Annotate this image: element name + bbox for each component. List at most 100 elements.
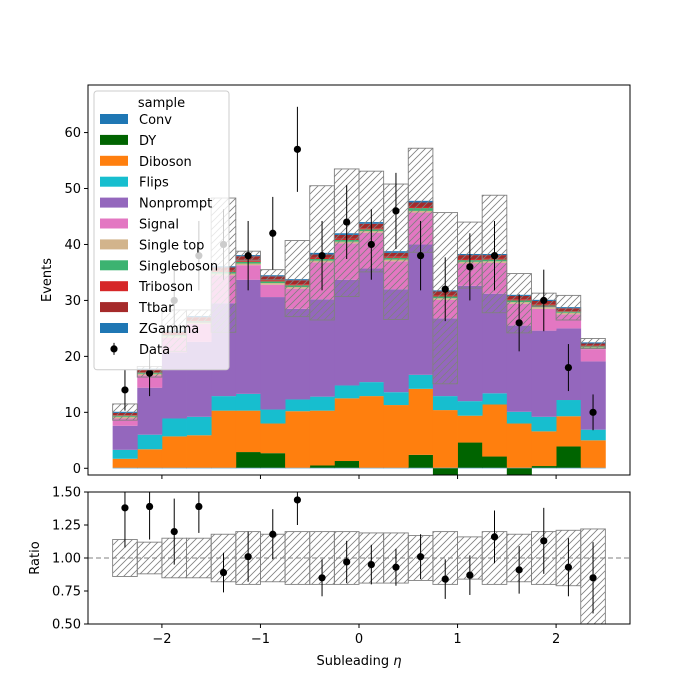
y-axis-label: Events (40, 258, 55, 302)
ratio-y-tick-label-3: 1.25 (52, 519, 81, 534)
ratio-point-17 (540, 537, 548, 545)
ratio-point-12 (416, 553, 425, 561)
legend-label-single-top: Single top (139, 238, 204, 253)
bar-conv-7 (285, 467, 311, 469)
bar-diboson-13 (432, 410, 458, 468)
bar-conv-12 (408, 467, 434, 469)
ratio-uncertainty-band (112, 528, 606, 624)
bar-diboson-6 (260, 423, 286, 454)
legend-label-conv: Conv (139, 113, 172, 128)
bar-dy-9 (334, 461, 360, 468)
bar-dy-18 (556, 446, 582, 468)
x-axis-label-symbol: η (393, 654, 401, 669)
bar-conv-2 (161, 467, 187, 469)
bar-signal-19 (580, 349, 606, 362)
bar-diboson-8 (309, 410, 335, 466)
ratio-y-tick-label-1: 0.75 (52, 585, 81, 600)
bar-nonprompt-6 (260, 297, 286, 410)
bar-nonprompt-9 (334, 279, 360, 386)
bar-nonprompt-7 (285, 308, 311, 400)
bar-flips-9 (334, 385, 360, 399)
bar-flips-12 (408, 374, 434, 389)
data-point-18 (564, 363, 573, 372)
bar-conv-10 (359, 467, 385, 469)
ratio-point-4 (219, 568, 228, 577)
legend-swatch-zgamma (100, 323, 128, 333)
bar-conv-15 (482, 467, 508, 469)
bar-flips-5 (235, 393, 261, 411)
legend-label-flips: Flips (139, 176, 169, 191)
legend-label-triboson: Triboson (138, 280, 193, 295)
bar-flips-6 (260, 409, 286, 424)
data-point-16 (515, 319, 523, 327)
ratio-point-8 (318, 574, 326, 582)
legend-swatch-flips (100, 176, 128, 187)
data-point-15 (490, 252, 499, 260)
bar-diboson-11 (383, 405, 409, 468)
y-tick-label-5: 50 (64, 182, 81, 197)
legend-swatch-conv (100, 114, 128, 124)
bar-conv-18 (556, 467, 582, 469)
bar-flips-4 (211, 396, 237, 411)
ratio-point-1 (145, 502, 154, 511)
bar-flips-0 (112, 449, 138, 459)
bar-conv-4 (211, 467, 237, 469)
ratio-point-9 (343, 558, 351, 566)
band-bin-19 (580, 338, 606, 349)
y-tick-label-2: 20 (64, 350, 81, 365)
series-flips (112, 374, 606, 459)
data-point-11 (392, 207, 400, 215)
bar-diboson-9 (334, 398, 360, 462)
bar-diboson-19 (580, 440, 606, 468)
legend-swatch-single-top (100, 239, 128, 250)
bar-conv-5 (235, 467, 261, 469)
bar-flips-10 (359, 382, 385, 397)
ratio-point-11 (392, 563, 400, 571)
bar-dy-5 (235, 452, 261, 468)
y-tick-label-3: 30 (64, 294, 81, 309)
data-point-19 (589, 408, 597, 416)
y-tick-label-6: 60 (64, 126, 81, 141)
bar-conv-3 (186, 467, 212, 469)
ratio-y-tick-label-0: 0.50 (52, 618, 81, 633)
bar-conv-0 (112, 467, 138, 469)
ratio-y-tick-label-2: 1.00 (52, 552, 81, 567)
data-point-17 (540, 296, 548, 305)
legend-swatch-signal (100, 218, 128, 229)
series-conv (112, 467, 606, 469)
data-point-7 (293, 145, 302, 153)
ratio-points (121, 492, 597, 614)
bar-flips-3 (186, 416, 212, 436)
bar-diboson-5 (235, 410, 261, 453)
legend-label-signal: Signal (139, 218, 179, 233)
bar-flips-7 (285, 399, 311, 412)
ratio-point-18 (564, 563, 573, 571)
ratio-panel: 0.50 0.75 1.00 1.25 1.50 −2 −1 0 1 2 Ratio Sublea… (28, 486, 631, 669)
bar-flips-17 (531, 416, 557, 432)
bar-conv-14 (457, 467, 483, 469)
bar-diboson-0 (112, 458, 138, 468)
bar-singleboson-6 (260, 281, 286, 284)
bar-diboson-18 (556, 416, 582, 447)
bar-conv-11 (383, 467, 409, 469)
bar-flips-1 (137, 434, 163, 450)
bar-conv-6 (260, 467, 286, 469)
bar-conv-13 (432, 467, 458, 469)
ratio-point-3 (195, 502, 203, 511)
bar-flips-14 (457, 401, 483, 416)
bar-dy-15 (482, 456, 508, 468)
bar-conv-17 (531, 467, 557, 469)
bar-dy-13 (432, 468, 458, 475)
bar-nonprompt-0 (112, 425, 138, 450)
bar-nonprompt-17 (531, 330, 557, 417)
bar-dy-6 (260, 453, 286, 468)
bar-conv-8 (309, 467, 335, 469)
y-tick-label-0: 0 (73, 462, 81, 477)
legend: sample Conv DY Diboson Flips Nonprompt Signal S… (93, 90, 230, 371)
series-dy (235, 442, 582, 475)
data-point-13 (441, 285, 449, 293)
legend-label-diboson: Diboson (139, 155, 192, 170)
bar-diboson-1 (137, 449, 163, 468)
bar-flips-2 (161, 418, 187, 437)
